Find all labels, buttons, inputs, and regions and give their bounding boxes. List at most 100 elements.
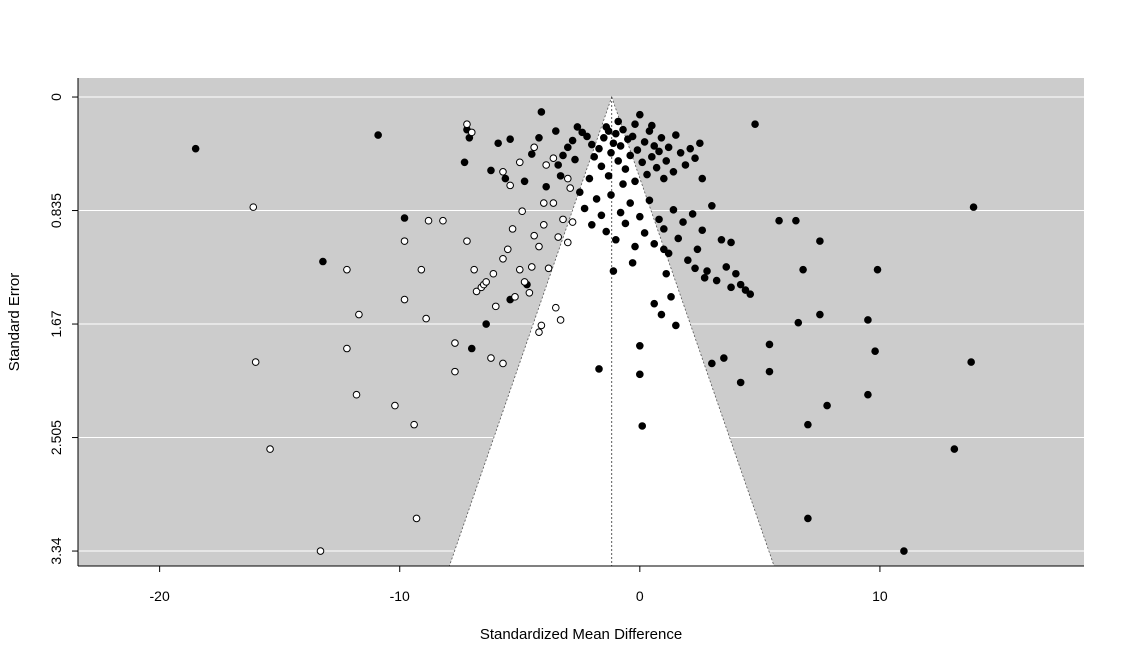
observed-point-125 <box>864 390 872 399</box>
observed-point-33 <box>607 148 615 157</box>
imputed-point-50 <box>563 174 572 183</box>
imputed-point-8 <box>391 401 399 410</box>
observed-point-67 <box>580 204 589 213</box>
imputed-point-60 <box>539 199 548 207</box>
observed-point-45 <box>636 110 644 119</box>
observed-point-62 <box>686 144 695 153</box>
observed-point-32 <box>604 172 613 180</box>
observed-point-143 <box>571 155 579 164</box>
observed-point-53 <box>655 147 663 156</box>
observed-point-113 <box>736 378 745 387</box>
observed-point-34 <box>609 139 618 148</box>
observed-point-29 <box>597 162 606 171</box>
observed-point-118 <box>816 237 824 245</box>
observed-point-59 <box>672 131 680 139</box>
observed-point-91 <box>698 226 707 235</box>
observed-point-72 <box>607 191 615 199</box>
imputed-point-42 <box>568 218 577 226</box>
observed-point-51 <box>650 142 659 150</box>
imputed-point-41 <box>563 238 572 247</box>
observed-point-147 <box>604 127 613 135</box>
imputed-point-24 <box>482 278 490 286</box>
imputed-point-14 <box>422 314 430 323</box>
observed-point-117 <box>816 310 824 319</box>
observed-point-74 <box>616 208 625 217</box>
observed-point-107 <box>609 267 618 275</box>
observed-point-100 <box>741 286 750 294</box>
imputed-point-21 <box>472 287 481 296</box>
observed-point-86 <box>674 234 683 243</box>
observed-point-3 <box>319 257 327 266</box>
imputed-point-28 <box>503 245 512 254</box>
observed-point-145 <box>631 120 639 129</box>
observed-point-79 <box>640 229 649 237</box>
imputed-point-47 <box>530 143 538 152</box>
observed-point-82 <box>655 215 663 224</box>
observed-point-81 <box>650 240 659 248</box>
observed-point-24 <box>578 128 587 137</box>
imputed-point-32 <box>520 278 529 286</box>
observed-point-109 <box>595 365 603 373</box>
observed-point-18 <box>551 127 560 135</box>
observed-point-140 <box>691 264 699 273</box>
observed-point-56 <box>662 157 671 165</box>
imputed-point-26 <box>491 302 500 311</box>
imputed-point-11 <box>410 420 418 429</box>
imputed-point-58 <box>463 120 471 129</box>
observed-point-50 <box>648 153 656 161</box>
y-tick-label-1: 0.835 <box>48 193 64 228</box>
observed-point-83 <box>660 225 668 233</box>
observed-point-84 <box>664 249 673 258</box>
observed-point-52 <box>652 163 661 172</box>
imputed-point-19 <box>463 237 471 245</box>
observed-point-146 <box>648 121 656 130</box>
observed-point-95 <box>717 235 726 244</box>
imputed-point-20 <box>470 265 478 274</box>
imputed-point-54 <box>551 303 560 312</box>
observed-point-4 <box>751 120 759 129</box>
observed-point-41 <box>626 151 635 160</box>
observed-point-42 <box>628 132 637 141</box>
observed-point-63 <box>691 154 699 163</box>
observed-point-132 <box>900 547 908 555</box>
imputed-point-2 <box>266 445 274 453</box>
observed-point-57 <box>664 143 673 152</box>
imputed-point-9 <box>400 237 409 245</box>
observed-point-135 <box>482 320 490 328</box>
x-axis-title: Standardized Mean Difference <box>480 626 682 643</box>
observed-point-39 <box>621 165 630 173</box>
observed-point-23 <box>573 123 582 131</box>
observed-point-102 <box>662 269 671 278</box>
observed-point-1 <box>374 131 382 139</box>
observed-point-90 <box>693 245 702 254</box>
imputed-point-13 <box>417 265 426 274</box>
observed-point-78 <box>636 212 644 221</box>
imputed-point-29 <box>508 225 517 233</box>
observed-point-110 <box>636 341 644 350</box>
observed-point-124 <box>823 401 831 410</box>
imputed-point-33 <box>525 288 534 297</box>
observed-point-47 <box>640 138 649 146</box>
observed-point-46 <box>638 158 647 167</box>
observed-point-69 <box>592 195 601 203</box>
observed-point-26 <box>588 140 596 149</box>
observed-point-139 <box>628 259 637 267</box>
observed-point-136 <box>467 344 476 353</box>
observed-point-44 <box>633 146 642 154</box>
observed-point-89 <box>688 210 697 218</box>
x-tick-label-1: -10 <box>390 588 410 604</box>
observed-point-43 <box>631 177 639 186</box>
imputed-point-27 <box>499 254 507 263</box>
x-tick-label-0: -20 <box>150 588 170 604</box>
observed-point-130 <box>950 445 959 453</box>
observed-point-92 <box>703 267 711 275</box>
observed-point-126 <box>864 316 872 324</box>
observed-point-20 <box>559 151 567 160</box>
observed-point-19 <box>554 161 562 169</box>
imputed-point-37 <box>544 264 553 273</box>
imputed-point-38 <box>549 199 558 207</box>
observed-point-37 <box>616 142 625 150</box>
observed-point-128 <box>873 265 882 274</box>
observed-point-73 <box>612 235 620 244</box>
observed-point-148 <box>614 117 623 126</box>
